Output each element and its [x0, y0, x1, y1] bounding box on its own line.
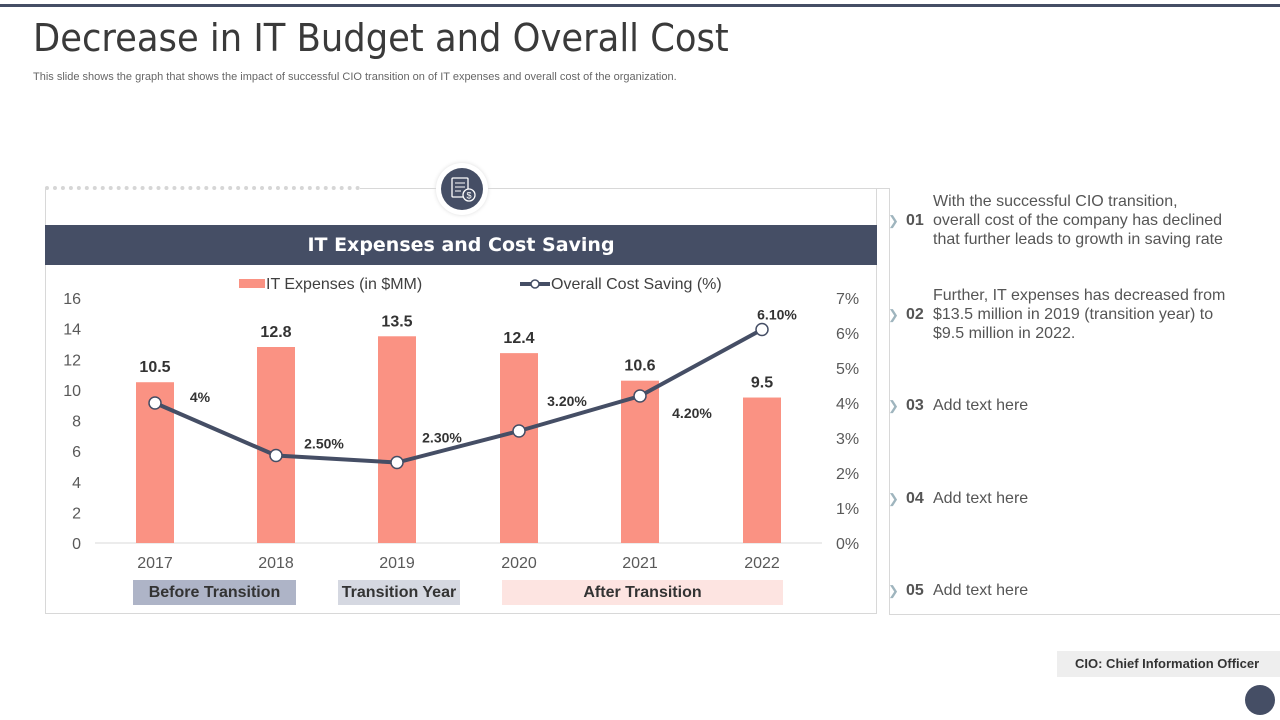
line-point-2019 — [390, 455, 404, 470]
phase-label: After Transition — [502, 580, 783, 605]
category-label: 2021 — [622, 555, 658, 572]
category-label: 2017 — [137, 555, 173, 572]
line-point-2022 — [755, 322, 769, 337]
note-number: 05 — [906, 582, 924, 599]
page-title: Decrease in IT Budget and Overall Cost — [33, 16, 729, 60]
legend-line-marker — [530, 279, 540, 289]
right-tick-label: 5% — [836, 361, 859, 378]
phase-label: Before Transition — [133, 580, 296, 605]
divider — [360, 188, 890, 189]
bar-2021 — [621, 380, 659, 543]
left-tick-label: 6 — [72, 444, 81, 461]
right-tick-label: 4% — [836, 396, 859, 413]
note-item: ❯ 05 Add text here — [888, 581, 1228, 600]
notes-divider-bottom — [889, 614, 1280, 615]
right-tick-label: 1% — [836, 501, 859, 518]
left-tick-label: 0 — [72, 536, 81, 553]
line-point-2017 — [148, 396, 162, 410]
note-text: Add text here — [933, 582, 1029, 599]
line-value-label: 4% — [190, 389, 211, 405]
note-number: 03 — [906, 397, 924, 414]
bar-value-label: 10.6 — [624, 358, 655, 375]
budget-icon: $ — [436, 163, 488, 215]
category-label: 2020 — [501, 555, 537, 572]
notes-divider — [889, 188, 890, 614]
line-value-label: 6.10% — [757, 307, 797, 323]
line-value-label: 2.50% — [304, 436, 344, 452]
bar-value-label: 13.5 — [381, 313, 412, 330]
note-item: ❯ 03 Add text here — [888, 396, 1228, 415]
legend-bar-swatch — [239, 279, 265, 288]
note-text: With the successful CIO transition, over… — [933, 193, 1223, 248]
corner-circle — [1245, 685, 1275, 715]
right-tick-label: 7% — [836, 291, 859, 308]
right-tick-label: 2% — [836, 466, 859, 483]
bar-2019 — [378, 336, 416, 543]
bar-2018 — [257, 347, 295, 543]
chevron-right-icon: ❯ — [888, 491, 899, 506]
note-item: ❯ 04 Add text here — [888, 489, 1228, 508]
top-bar — [0, 4, 1280, 7]
left-tick-label: 12 — [63, 352, 81, 369]
note-item: ❯ 01 With the successful CIO transition, o… — [888, 192, 1228, 249]
right-tick-label: 3% — [836, 431, 859, 448]
line-point-2018 — [269, 448, 283, 463]
bar-2022 — [743, 397, 781, 543]
chevron-right-icon: ❯ — [888, 583, 899, 598]
right-tick-label: 0% — [836, 536, 859, 553]
line-point-2021 — [633, 389, 647, 403]
chevron-right-icon: ❯ — [888, 398, 899, 413]
chart-container — [45, 188, 877, 614]
chevron-right-icon: ❯ — [888, 213, 899, 228]
line-value-label: 3.20% — [547, 393, 587, 409]
note-text: Add text here — [933, 490, 1029, 507]
line-value-label: 2.30% — [422, 430, 462, 446]
bar-2020 — [500, 353, 538, 543]
left-tick-label: 8 — [72, 414, 81, 431]
note-text: Add text here — [933, 397, 1029, 414]
note-number: 02 — [906, 306, 924, 323]
chevron-right-icon: ❯ — [888, 307, 899, 322]
bar-value-label: 12.4 — [503, 330, 534, 347]
category-label: 2018 — [258, 555, 294, 572]
left-tick-label: 10 — [63, 383, 81, 400]
page-subtitle: This slide shows the graph that shows th… — [33, 71, 677, 83]
note-number: 04 — [906, 490, 924, 507]
category-label: 2019 — [379, 555, 415, 572]
left-tick-label: 2 — [72, 505, 81, 522]
left-tick-label: 4 — [72, 475, 81, 492]
footnote: CIO: Chief Information Officer — [1057, 651, 1280, 677]
line-value-label: 4.20% — [672, 405, 712, 421]
phase-label: Transition Year — [338, 580, 460, 605]
left-tick-label: 14 — [63, 322, 81, 339]
note-item: ❯ 02 Further, IT expenses has decreased fr… — [888, 286, 1228, 343]
note-text: Further, IT expenses has decreased from … — [933, 287, 1226, 342]
legend-line-label: Overall Cost Saving (%) — [551, 276, 722, 293]
svg-text:$: $ — [466, 191, 471, 201]
right-tick-label: 6% — [836, 326, 859, 343]
bar-value-label: 10.5 — [139, 359, 170, 376]
note-number: 01 — [906, 212, 924, 229]
cost-saving-line — [154, 327, 763, 465]
category-label: 2022 — [744, 555, 780, 572]
chart-title: IT Expenses and Cost Saving — [45, 225, 877, 265]
left-tick-label: 16 — [63, 291, 81, 308]
legend-bar-label: IT Expenses (in $MM) — [266, 276, 422, 293]
line-point-2020 — [512, 424, 526, 438]
bar-value-label: 12.8 — [260, 324, 291, 341]
bar-value-label: 9.5 — [751, 375, 773, 392]
dotted-divider — [45, 186, 360, 190]
